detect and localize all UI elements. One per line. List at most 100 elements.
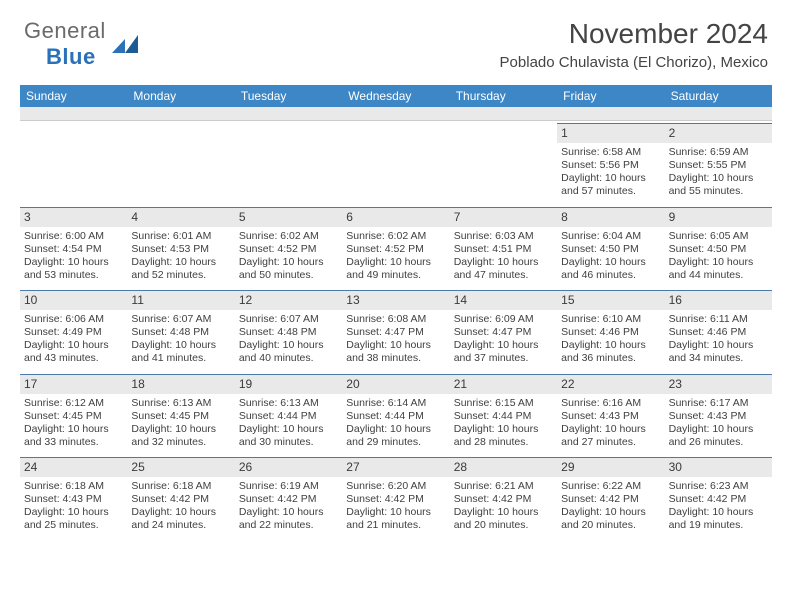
sunset-text: Sunset: 4:47 PM [454, 326, 553, 339]
sunset-text: Sunset: 5:56 PM [561, 159, 660, 172]
daylight-text: Daylight: 10 hours [454, 339, 553, 352]
daylight-text: Daylight: 10 hours [669, 423, 768, 436]
daylight-text-2: and 46 minutes. [561, 269, 660, 282]
sunset-text: Sunset: 4:44 PM [239, 410, 338, 423]
sunrise-text: Sunrise: 6:20 AM [346, 480, 445, 493]
location-text: Poblado Chulavista (El Chorizo), Mexico [500, 54, 768, 71]
sunrise-text: Sunrise: 6:17 AM [669, 397, 768, 410]
daylight-text: Daylight: 10 hours [561, 172, 660, 185]
sunrise-text: Sunrise: 6:07 AM [239, 313, 338, 326]
sunset-text: Sunset: 4:42 PM [454, 493, 553, 506]
sunrise-text: Sunrise: 6:06 AM [24, 313, 123, 326]
sunrise-text: Sunrise: 6:22 AM [561, 480, 660, 493]
sunset-text: Sunset: 4:46 PM [669, 326, 768, 339]
sunset-text: Sunset: 4:44 PM [454, 410, 553, 423]
day-cell: 16Sunrise: 6:11 AMSunset: 4:46 PMDayligh… [665, 288, 772, 372]
day-cell: 3Sunrise: 6:00 AMSunset: 4:54 PMDaylight… [20, 205, 127, 289]
daylight-text-2: and 50 minutes. [239, 269, 338, 282]
title-block: November 2024 Poblado Chulavista (El Cho… [500, 18, 768, 71]
day-number: 8 [557, 207, 664, 227]
daylight-text: Daylight: 10 hours [239, 423, 338, 436]
daylight-text: Daylight: 10 hours [24, 506, 123, 519]
day-cell [20, 121, 127, 205]
day-cell [235, 121, 342, 205]
day-number: 13 [342, 290, 449, 310]
day-cell: 15Sunrise: 6:10 AMSunset: 4:46 PMDayligh… [557, 288, 664, 372]
logo-word-blue: Blue [24, 44, 96, 69]
daylight-text-2: and 55 minutes. [669, 185, 768, 198]
sunset-text: Sunset: 4:53 PM [131, 243, 230, 256]
daylight-text-2: and 53 minutes. [24, 269, 123, 282]
day-cell: 11Sunrise: 6:07 AMSunset: 4:48 PMDayligh… [127, 288, 234, 372]
day-number: 15 [557, 290, 664, 310]
sunrise-text: Sunrise: 6:18 AM [24, 480, 123, 493]
sunrise-text: Sunrise: 6:23 AM [669, 480, 768, 493]
header-separator [20, 107, 772, 121]
sunset-text: Sunset: 4:42 PM [561, 493, 660, 506]
day-number: 10 [20, 290, 127, 310]
day-cell: 12Sunrise: 6:07 AMSunset: 4:48 PMDayligh… [235, 288, 342, 372]
sunrise-text: Sunrise: 6:09 AM [454, 313, 553, 326]
sunset-text: Sunset: 4:42 PM [669, 493, 768, 506]
daylight-text-2: and 40 minutes. [239, 352, 338, 365]
daylight-text: Daylight: 10 hours [561, 423, 660, 436]
daylight-text: Daylight: 10 hours [24, 256, 123, 269]
daylight-text: Daylight: 10 hours [131, 506, 230, 519]
logo-word-general: General [24, 18, 106, 43]
calendar: Sunday Monday Tuesday Wednesday Thursday… [20, 85, 772, 539]
sunrise-text: Sunrise: 6:15 AM [454, 397, 553, 410]
daylight-text-2: and 25 minutes. [24, 519, 123, 532]
daylight-text: Daylight: 10 hours [24, 423, 123, 436]
dow-sun: Sunday [20, 85, 127, 107]
daylight-text-2: and 26 minutes. [669, 436, 768, 449]
daylight-text: Daylight: 10 hours [561, 256, 660, 269]
day-cell: 18Sunrise: 6:13 AMSunset: 4:45 PMDayligh… [127, 372, 234, 456]
sunset-text: Sunset: 4:45 PM [131, 410, 230, 423]
sunrise-text: Sunrise: 6:01 AM [131, 230, 230, 243]
day-number: 6 [342, 207, 449, 227]
day-cell: 8Sunrise: 6:04 AMSunset: 4:50 PMDaylight… [557, 205, 664, 289]
daylight-text: Daylight: 10 hours [239, 506, 338, 519]
dow-fri: Friday [557, 85, 664, 107]
sunrise-text: Sunrise: 6:02 AM [346, 230, 445, 243]
daylight-text: Daylight: 10 hours [239, 339, 338, 352]
day-cell [342, 121, 449, 205]
header: General Blue November 2024 Poblado Chula… [0, 0, 792, 79]
day-number: 1 [557, 123, 664, 143]
sunset-text: Sunset: 4:51 PM [454, 243, 553, 256]
sunrise-text: Sunrise: 6:59 AM [669, 146, 768, 159]
day-cell: 22Sunrise: 6:16 AMSunset: 4:43 PMDayligh… [557, 372, 664, 456]
day-number: 16 [665, 290, 772, 310]
daylight-text: Daylight: 10 hours [561, 506, 660, 519]
week-row: 17Sunrise: 6:12 AMSunset: 4:45 PMDayligh… [20, 372, 772, 456]
daylight-text-2: and 37 minutes. [454, 352, 553, 365]
daylight-text: Daylight: 10 hours [346, 339, 445, 352]
day-number: 12 [235, 290, 342, 310]
daylight-text-2: and 29 minutes. [346, 436, 445, 449]
sunrise-text: Sunrise: 6:08 AM [346, 313, 445, 326]
daylight-text-2: and 57 minutes. [561, 185, 660, 198]
week-row: 3Sunrise: 6:00 AMSunset: 4:54 PMDaylight… [20, 205, 772, 289]
day-number: 14 [450, 290, 557, 310]
dow-header: Sunday Monday Tuesday Wednesday Thursday… [20, 85, 772, 107]
day-number: 7 [450, 207, 557, 227]
sunrise-text: Sunrise: 6:19 AM [239, 480, 338, 493]
day-cell: 1Sunrise: 6:58 AMSunset: 5:56 PMDaylight… [557, 121, 664, 205]
daylight-text: Daylight: 10 hours [24, 339, 123, 352]
daylight-text-2: and 20 minutes. [454, 519, 553, 532]
day-cell: 26Sunrise: 6:19 AMSunset: 4:42 PMDayligh… [235, 455, 342, 539]
sunset-text: Sunset: 4:48 PM [131, 326, 230, 339]
day-number: 28 [450, 457, 557, 477]
logo-text: General Blue [24, 18, 106, 70]
day-number: 18 [127, 374, 234, 394]
sunset-text: Sunset: 4:49 PM [24, 326, 123, 339]
sunset-text: Sunset: 4:43 PM [561, 410, 660, 423]
daylight-text-2: and 52 minutes. [131, 269, 230, 282]
day-cell: 6Sunrise: 6:02 AMSunset: 4:52 PMDaylight… [342, 205, 449, 289]
day-cell: 7Sunrise: 6:03 AMSunset: 4:51 PMDaylight… [450, 205, 557, 289]
daylight-text: Daylight: 10 hours [454, 506, 553, 519]
sunrise-text: Sunrise: 6:18 AM [131, 480, 230, 493]
sunset-text: Sunset: 4:42 PM [346, 493, 445, 506]
sunset-text: Sunset: 4:44 PM [346, 410, 445, 423]
day-number: 29 [557, 457, 664, 477]
